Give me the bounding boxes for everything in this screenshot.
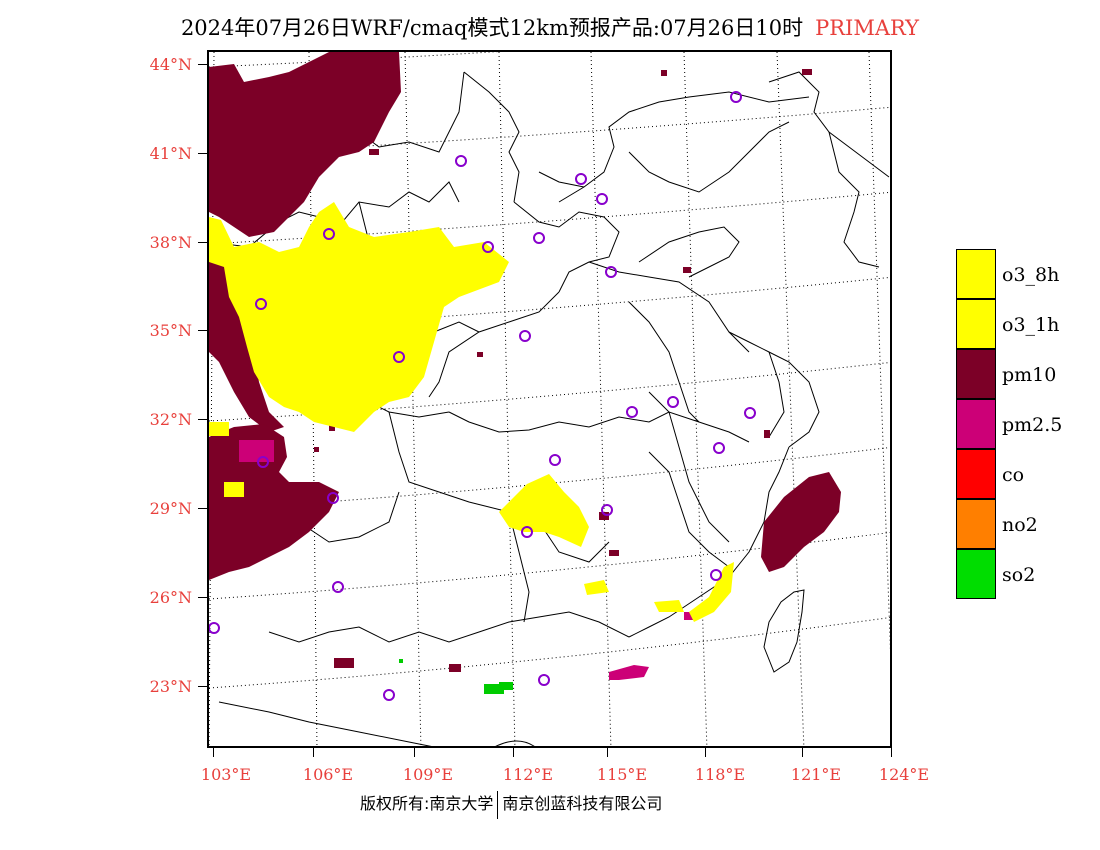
pm10-regions [209, 52, 841, 672]
lon-label-106: 106°E [302, 765, 354, 784]
lat-label-26: 26°N [149, 588, 192, 607]
lat-label-41: 41°N [149, 144, 192, 163]
legend-swatch-so2 [956, 549, 996, 599]
legend-swatch-o3-1h [956, 299, 996, 349]
legend-swatch-pm25 [956, 399, 996, 449]
copyright-right: 南京创蓝科技有限公司 [502, 794, 663, 813]
legend-label-no2: no2 [1002, 514, 1038, 536]
lon-label-112: 112°E [502, 765, 554, 784]
station-markers [209, 91, 756, 701]
lon-label-109: 109°E [402, 765, 454, 784]
lon-label-103: 103°E [200, 765, 252, 784]
so2-regions [399, 659, 513, 694]
lat-label-44: 44°N [149, 55, 192, 74]
lon-label-124: 124°E [878, 765, 930, 784]
lat-label-35: 35°N [149, 321, 192, 340]
title-text: 2024年07月26日WRF/cmaq模式12km预报产品:07月26日10时 [180, 16, 804, 40]
lat-label-23: 23°N [149, 677, 192, 696]
footer-divider [497, 790, 499, 819]
lat-label-29: 29°N [149, 499, 192, 518]
lon-label-121: 121°E [790, 765, 842, 784]
primary-tag: PRIMARY [815, 16, 920, 40]
legend-swatch-co [956, 449, 996, 499]
pm25-regions [239, 440, 696, 680]
legend-label-pm25: pm2.5 [1002, 414, 1063, 436]
copyright-left: 版权所有:南京大学 [360, 794, 494, 813]
legend-label-o3-1h: o3_1h [1002, 314, 1060, 336]
lat-label-32: 32°N [149, 410, 192, 429]
copyright-footer: 版权所有:南京大学 南京创蓝科技有限公司 [360, 790, 662, 819]
legend-label-pm10: pm10 [1002, 364, 1057, 386]
legend-swatch-pm10 [956, 349, 996, 399]
legend-label-so2: so2 [1002, 564, 1036, 586]
lon-label-118: 118°E [694, 765, 746, 784]
lon-label-115: 115°E [596, 765, 648, 784]
map-svg [209, 52, 890, 746]
lat-label-38: 38°N [149, 233, 192, 252]
legend-swatch-o3-8h [956, 249, 996, 299]
taiwan-outline [763, 589, 805, 673]
coast-south [495, 740, 535, 746]
map-panel [207, 50, 892, 748]
legend-label-co: co [1002, 464, 1025, 486]
map-title: 2024年07月26日WRF/cmaq模式12km预报产品:07月26日10时 P… [0, 12, 1100, 42]
legend-label-o3-8h: o3_8h [1002, 264, 1060, 286]
legend-swatch-no2 [956, 499, 996, 549]
o3-regions [209, 202, 734, 622]
